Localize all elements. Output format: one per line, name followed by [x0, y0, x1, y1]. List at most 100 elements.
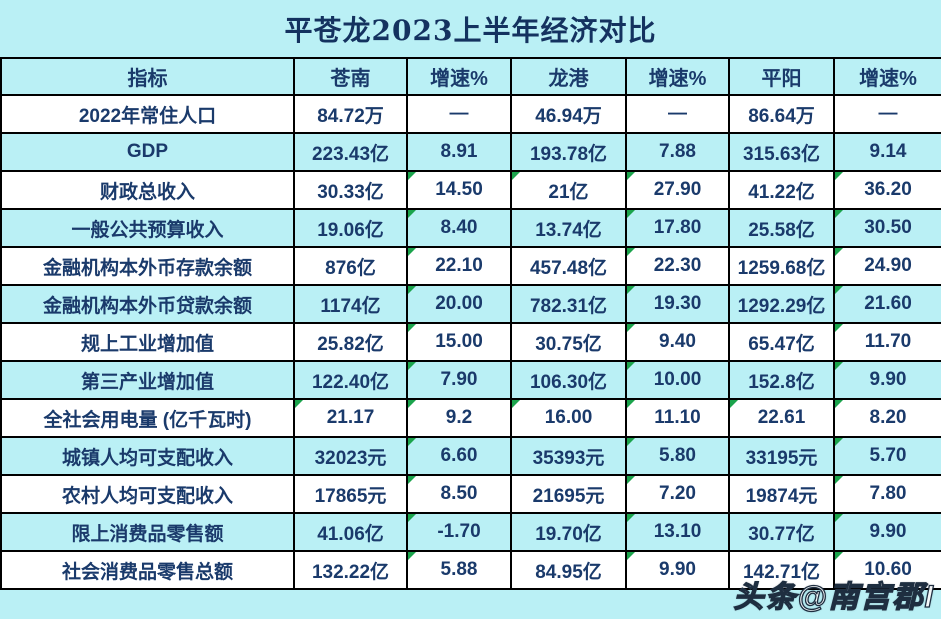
value-cell[interactable]: 876亿: [293, 246, 408, 286]
value-cell[interactable]: 152.8亿: [728, 360, 835, 400]
indicator-column-header[interactable]: 指标: [0, 57, 295, 96]
value-cell[interactable]: 30.77亿: [728, 512, 835, 552]
value-cell[interactable]: 84.95亿: [510, 550, 627, 590]
column-header[interactable]: 增速%: [625, 57, 730, 96]
value-cell[interactable]: 22.10: [406, 246, 512, 286]
value-cell[interactable]: 9.90: [833, 360, 941, 400]
value-cell[interactable]: 21695元: [510, 474, 627, 514]
value-cell[interactable]: 1259.68亿: [728, 246, 835, 286]
value-cell[interactable]: 19.30: [625, 284, 730, 324]
value-cell[interactable]: 1292.29亿: [728, 284, 835, 324]
value-cell[interactable]: —: [625, 94, 730, 134]
value-cell[interactable]: 35393元: [510, 436, 627, 476]
value-cell[interactable]: 5.70: [833, 436, 941, 476]
indicator-cell[interactable]: 社会消费品零售总额: [0, 550, 295, 590]
value-cell[interactable]: 41.22亿: [728, 170, 835, 210]
value-cell[interactable]: 6.60: [406, 436, 512, 476]
indicator-cell[interactable]: 金融机构本外币存款余额: [0, 246, 295, 286]
value-cell[interactable]: 8.91: [406, 132, 512, 172]
value-cell[interactable]: 30.75亿: [510, 322, 627, 362]
value-cell[interactable]: 41.06亿: [293, 512, 408, 552]
value-cell[interactable]: 14.50: [406, 170, 512, 210]
value-cell[interactable]: 33195元: [728, 436, 835, 476]
value-cell[interactable]: 9.90: [625, 550, 730, 590]
value-cell[interactable]: —: [406, 94, 512, 134]
value-cell[interactable]: 84.72万: [293, 94, 408, 134]
value-cell[interactable]: 193.78亿: [510, 132, 627, 172]
value-cell[interactable]: 21.17: [293, 398, 408, 438]
indicator-cell[interactable]: 2022年常住人口: [0, 94, 295, 134]
value-cell[interactable]: 7.80: [833, 474, 941, 514]
value-cell[interactable]: 30.50: [833, 208, 941, 248]
value-cell[interactable]: 13.74亿: [510, 208, 627, 248]
value-cell[interactable]: 9.40: [625, 322, 730, 362]
indicator-cell[interactable]: 金融机构本外币贷款余额: [0, 284, 295, 324]
value-cell[interactable]: 25.82亿: [293, 322, 408, 362]
value-cell[interactable]: 11.70: [833, 322, 941, 362]
value-cell[interactable]: 11.10: [625, 398, 730, 438]
value-cell[interactable]: 17865元: [293, 474, 408, 514]
indicator-cell[interactable]: 农村人均可支配收入: [0, 474, 295, 514]
value-cell[interactable]: 7.88: [625, 132, 730, 172]
column-header[interactable]: 增速%: [833, 57, 941, 96]
value-cell[interactable]: 16.00: [510, 398, 627, 438]
value-cell[interactable]: 10.60: [833, 550, 941, 590]
value-cell[interactable]: 24.90: [833, 246, 941, 286]
value-cell[interactable]: 106.30亿: [510, 360, 627, 400]
indicator-cell[interactable]: 第三产业增加值: [0, 360, 295, 400]
indicator-cell[interactable]: 财政总收入: [0, 170, 295, 210]
value-cell[interactable]: 7.20: [625, 474, 730, 514]
value-cell[interactable]: 46.94万: [510, 94, 627, 134]
value-cell[interactable]: -1.70: [406, 512, 512, 552]
indicator-cell[interactable]: 限上消费品零售额: [0, 512, 295, 552]
value-cell[interactable]: 15.00: [406, 322, 512, 362]
indicator-cell[interactable]: 城镇人均可支配收入: [0, 436, 295, 476]
value-cell[interactable]: 782.31亿: [510, 284, 627, 324]
value-cell[interactable]: 27.90: [625, 170, 730, 210]
value-cell[interactable]: 19.06亿: [293, 208, 408, 248]
number-stored-as-text-flag-icon: [628, 553, 635, 560]
value-cell[interactable]: 10.00: [625, 360, 730, 400]
value-cell[interactable]: 9.14: [833, 132, 941, 172]
column-header[interactable]: 平阳: [728, 57, 835, 96]
value-cell[interactable]: 8.50: [406, 474, 512, 514]
value-cell[interactable]: 9.2: [406, 398, 512, 438]
value-cell[interactable]: 8.20: [833, 398, 941, 438]
value-cell[interactable]: 7.90: [406, 360, 512, 400]
column-header[interactable]: 增速%: [406, 57, 512, 96]
value-cell[interactable]: 86.64万: [728, 94, 835, 134]
value-cell[interactable]: 132.22亿: [293, 550, 408, 590]
value-cell[interactable]: 142.71亿: [728, 550, 835, 590]
value-cell[interactable]: 36.20: [833, 170, 941, 210]
indicator-cell[interactable]: 全社会用电量 (亿千瓦时): [0, 398, 295, 438]
value-cell[interactable]: 19874元: [728, 474, 835, 514]
value-cell[interactable]: 8.40: [406, 208, 512, 248]
value-cell[interactable]: 457.48亿: [510, 246, 627, 286]
value-cell[interactable]: 5.80: [625, 436, 730, 476]
value-cell[interactable]: 13.10: [625, 512, 730, 552]
value-cell[interactable]: 65.47亿: [728, 322, 835, 362]
value-cell[interactable]: 19.70亿: [510, 512, 627, 552]
value-cell[interactable]: —: [833, 94, 941, 134]
page-title: 平苍龙2023上半年经济对比: [284, 13, 657, 47]
indicator-cell[interactable]: GDP: [0, 132, 295, 172]
value-cell[interactable]: 20.00: [406, 284, 512, 324]
value-cell[interactable]: 25.58亿: [728, 208, 835, 248]
column-header[interactable]: 龙港: [510, 57, 627, 96]
indicator-cell[interactable]: 规上工业增加值: [0, 322, 295, 362]
value-cell[interactable]: 5.88: [406, 550, 512, 590]
value-cell[interactable]: 1174亿: [293, 284, 408, 324]
value-cell[interactable]: 21.60: [833, 284, 941, 324]
value-cell[interactable]: 30.33亿: [293, 170, 408, 210]
value-cell[interactable]: 21亿: [510, 170, 627, 210]
value-cell[interactable]: 223.43亿: [293, 132, 408, 172]
value-cell[interactable]: 32023元: [293, 436, 408, 476]
value-cell[interactable]: 22.30: [625, 246, 730, 286]
value-cell[interactable]: 9.90: [833, 512, 941, 552]
value-cell[interactable]: 315.63亿: [728, 132, 835, 172]
value-cell[interactable]: 22.61: [728, 398, 835, 438]
value-cell[interactable]: 122.40亿: [293, 360, 408, 400]
column-header[interactable]: 苍南: [293, 57, 408, 96]
indicator-cell[interactable]: 一般公共预算收入: [0, 208, 295, 248]
value-cell[interactable]: 17.80: [625, 208, 730, 248]
